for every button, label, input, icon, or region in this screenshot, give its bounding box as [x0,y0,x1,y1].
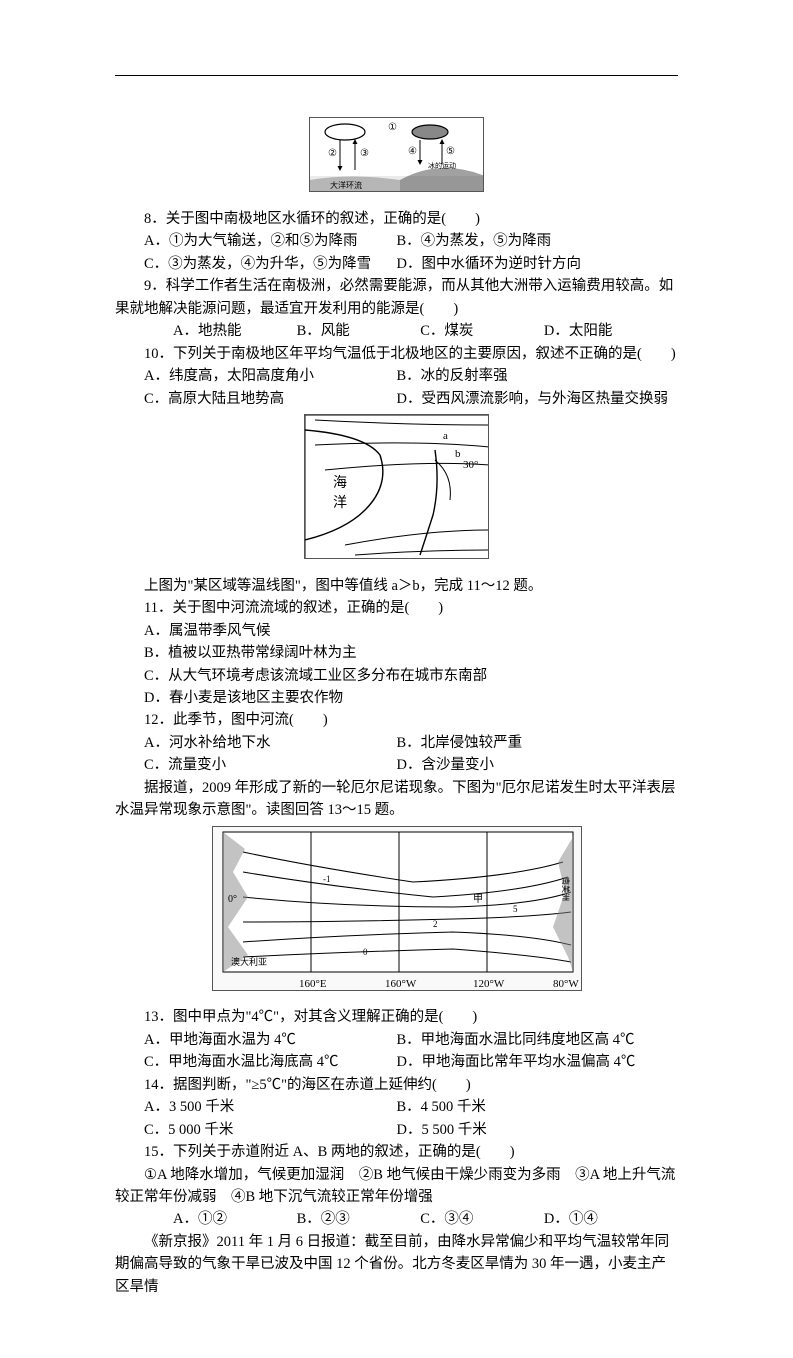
q12-opts-1: A．河水补给地下水 B．北岸侵蚀较严重 [115,732,678,754]
svg-text:南美洲: 南美洲 [561,877,571,901]
q10-C: C．高原大陆且地势高 [115,388,397,410]
svg-text:②: ② [328,148,337,159]
q12-A: A．河水补给地下水 [115,732,397,754]
q9-C: C．煤炭 [391,320,491,342]
svg-text:30°: 30° [463,459,478,471]
svg-text:④: ④ [408,146,417,157]
svg-text:120°W: 120°W [473,978,505,990]
svg-text:⑤: ⑤ [446,146,455,157]
q15-D: D．①④ [515,1208,615,1230]
svg-text:-1: -1 [323,874,331,884]
q9-B: B．风能 [268,320,368,342]
svg-text:b: b [455,448,461,460]
q8-A: A．①为大气输送，②和⑤为降雨 [115,230,397,252]
svg-text:5: 5 [513,904,518,914]
q11-C: C．从大气环境考虑该流域工业区多分布在城市东南部 [115,665,678,687]
q13-B: B．甲地海面水温比同纬度地区高 4℃ [397,1029,679,1051]
figure-2-wrap: a b 30° 海 洋 [115,414,678,566]
q10-opts-1: A．纬度高，太阳高度角小 B．冰的反射率强 [115,365,678,387]
svg-text:澳大利亚: 澳大利亚 [231,956,267,967]
q14-B: B．4 500 千米 [397,1096,679,1118]
top-rule [115,75,678,76]
q12-stem: 12．此季节，图中河流( ) [115,709,678,731]
svg-text:甲: 甲 [473,894,483,905]
q11-stem: 11．关于图中河流流域的叙述，正确的是( ) [115,597,678,619]
q13-D: D．甲地海面比常年平均水温偏高 4℃ [397,1051,679,1073]
q13-A: A．甲地海面水温为 4℃ [115,1029,397,1051]
figure-3: 0° 甲 5 2 0 -1 澳大利亚 南美洲 160°E 160°W 120°W… [212,826,582,991]
figure-2: a b 30° 海 洋 [304,414,489,559]
q10-opts-2: C．高原大陆且地势高 D．受西风漂流影响，与外海区热量交换弱 [115,388,678,410]
q15-C: C．③④ [391,1208,491,1230]
q8-opts-2: C．③为蒸发，④为升华，⑤为降雪 D．图中水循环为逆时针方向 [115,253,678,275]
q10-B: B．冰的反射率强 [397,365,679,387]
svg-text:冰的运动: 冰的运动 [428,161,456,170]
page-content: ① ② ③ ④ ⑤ 冰的运动 大洋环流 8．关于图中南极地区水循环的叙述，正确的… [0,0,793,1358]
q10-D: D．受西风漂流影响，与外海区热量交换弱 [397,388,679,410]
q9-A: A．地热能 [144,320,244,342]
svg-text:0: 0 [363,947,368,957]
q13-C: C．甲地海面水温比海底高 4℃ [115,1051,397,1073]
p11-intro: 上图为"某区域等温线图"，图中等值线 a＞b，完成 11～12 题。 [115,575,678,597]
q14-stem: 14．据图判断，"≥5℃"的海区在赤道上延伸约( ) [115,1074,678,1096]
q13-stem: 13．图中甲点为"4℃"，对其含义理解正确的是( ) [115,1006,678,1028]
svg-text:③: ③ [360,148,369,159]
q11-D: D．春小麦是该地区主要农作物 [115,687,678,709]
p13-intro: 据报道，2009 年形成了新的一轮厄尔尼诺现象。下图为"厄尔尼诺发生时太平洋表层… [115,777,678,822]
q8-D: D．图中水循环为逆时针方向 [397,253,679,275]
svg-text:海: 海 [333,475,347,491]
svg-text:0°: 0° [228,894,237,905]
svg-text:160°W: 160°W [385,978,417,990]
q13-opts-1: A．甲地海面水温为 4℃ B．甲地海面水温比同纬度地区高 4℃ [115,1029,678,1051]
svg-text:80°W: 80°W [553,978,579,990]
figure-1: ① ② ③ ④ ⑤ 冰的运动 大洋环流 [309,117,484,192]
q8-stem: 8．关于图中南极地区水循环的叙述，正确的是( ) [115,208,678,230]
figure-1-wrap: ① ② ③ ④ ⑤ 冰的运动 大洋环流 [115,117,678,199]
q14-opts-1: A．3 500 千米 B．4 500 千米 [115,1096,678,1118]
q9-opts: A．地热能 B．风能 C．煤炭 D．太阳能 [115,320,678,342]
q15-A: A．①② [144,1208,244,1230]
q11-B: B．植被以亚热带常绿阔叶林为主 [115,642,678,664]
q12-D: D．含沙量变小 [397,754,679,776]
q15-line: ①A 地降水增加，气候更加湿润 ②B 地气候由干燥少雨变为多雨 ③A 地上升气流… [115,1164,678,1209]
q8-C: C．③为蒸发，④为升华，⑤为降雪 [115,253,397,275]
svg-text:大洋环流: 大洋环流 [330,180,362,190]
q14-A: A．3 500 千米 [115,1096,397,1118]
q12-B: B．北岸侵蚀较严重 [397,732,679,754]
q15-B: B．②③ [268,1208,368,1230]
svg-text:洋: 洋 [333,495,347,511]
q9-stem: 9．科学工作者生活在南极洲，必然需要能源，而从其他大洲带入运输费用较高。如果就地… [115,275,678,320]
q8-B: B．④为蒸发，⑤为降雨 [397,230,679,252]
q10-A: A．纬度高，太阳高度角小 [115,365,397,387]
svg-text:2: 2 [433,919,438,929]
q10-stem: 10．下列关于南极地区年平均气温低于北极地区的主要原因，叙述不正确的是( ) [115,343,678,365]
q13-opts-2: C．甲地海面水温比海底高 4℃ D．甲地海面比常年平均水温偏高 4℃ [115,1051,678,1073]
figure-3-wrap: 0° 甲 5 2 0 -1 澳大利亚 南美洲 160°E 160°W 120°W… [115,826,678,998]
q15-stem: 15．下列关于赤道附近 A、B 两地的叙述，正确的是( ) [115,1141,678,1163]
q15-opts: A．①② B．②③ C．③④ D．①④ [115,1208,678,1230]
q12-C: C．流量变小 [115,754,397,776]
svg-text:a: a [443,430,448,442]
q8-opts-1: A．①为大气输送，②和⑤为降雨 B．④为蒸发，⑤为降雨 [115,230,678,252]
svg-text:160°E: 160°E [299,978,327,990]
q11-A: A．属温带季风气候 [115,620,678,642]
q12-opts-2: C．流量变小 D．含沙量变小 [115,754,678,776]
p16-intro: 《新京报》2011 年 1 月 6 日报道：截至目前，由降水异常偏少和平均气温较… [115,1231,678,1298]
q9-D: D．太阳能 [515,320,615,342]
fig1-label-1: ① [388,122,397,133]
